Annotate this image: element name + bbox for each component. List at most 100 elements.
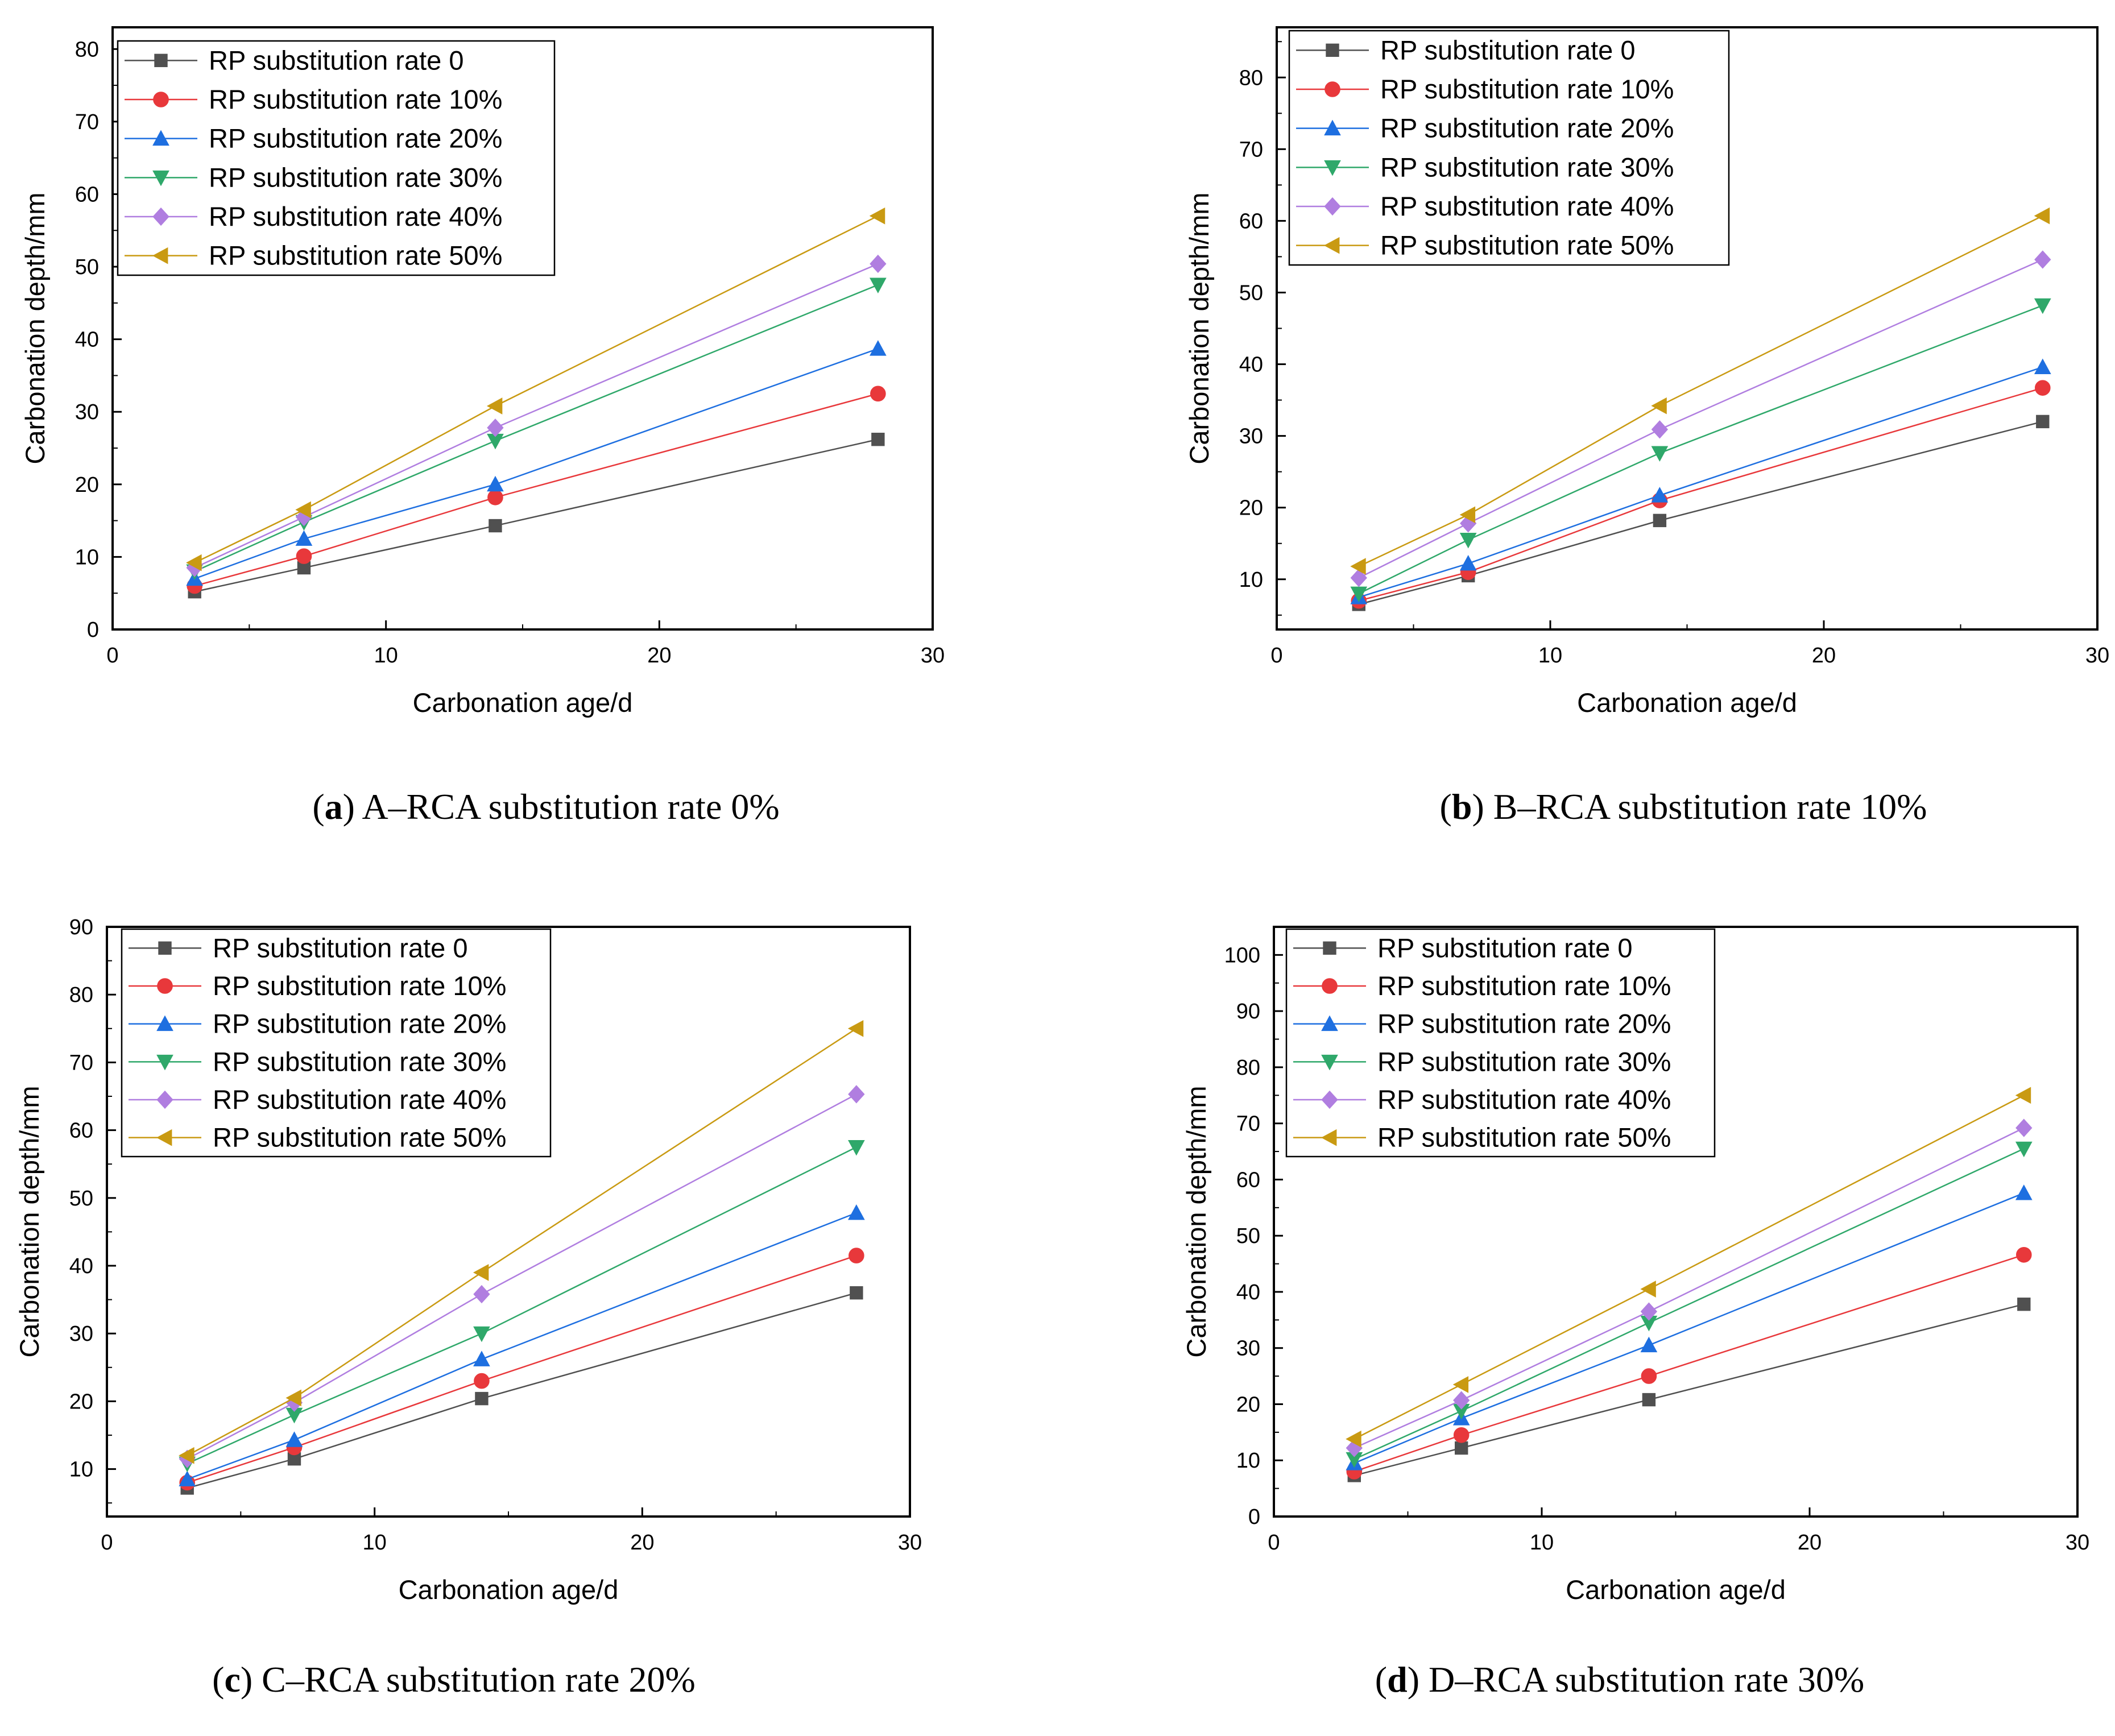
data-point — [2034, 207, 2050, 225]
x-tick-label: 10 — [363, 1531, 387, 1555]
data-point — [285, 1389, 301, 1407]
series-line — [1358, 421, 2043, 606]
x-tick-label: 30 — [898, 1531, 922, 1555]
data-point — [1651, 397, 1667, 415]
data-point — [2015, 1184, 2033, 1200]
legend-marker — [154, 53, 168, 68]
legend-label: RP substitution rate 40% — [1377, 1084, 1671, 1114]
y-tick-label: 40 — [69, 1254, 93, 1278]
x-axis-title: Carbonation age/d — [413, 687, 633, 718]
data-point — [473, 1350, 490, 1366]
y-tick-label: 30 — [1239, 425, 1263, 449]
series-line — [1358, 259, 2043, 579]
data-point — [295, 501, 311, 519]
legend-label: RP substitution rate 30% — [1377, 1046, 1671, 1076]
data-point — [2016, 1246, 2032, 1263]
legend-label: RP substitution rate 30% — [1380, 152, 1674, 182]
y-tick-label: 10 — [1239, 568, 1263, 592]
data-point — [1453, 1391, 1470, 1410]
legend-marker — [1326, 43, 1339, 57]
series-line — [194, 284, 879, 573]
panel-caption: (d) D–RCA substitution rate 30% — [1375, 1659, 1864, 1700]
data-point — [489, 519, 502, 533]
legend-label: RP substitution rate 20% — [1380, 113, 1674, 143]
data-point — [2034, 250, 2051, 269]
data-point — [2035, 380, 2051, 396]
data-point — [850, 1286, 863, 1300]
legend-label: RP substitution rate 50% — [1380, 230, 1674, 260]
series-line — [187, 1027, 857, 1456]
y-tick-label: 90 — [1236, 1000, 1260, 1024]
legend-label: RP substitution rate 40% — [209, 201, 502, 231]
data-point — [1350, 569, 1367, 587]
data-point — [848, 1204, 865, 1220]
series-line — [187, 1146, 857, 1465]
legend-marker — [152, 247, 168, 264]
y-axis-title: Carbonation depth/mm — [1181, 1085, 1211, 1357]
series-line — [1354, 1192, 2025, 1464]
x-tick-label: 0 — [106, 644, 118, 668]
legend-label: RP substitution rate 50% — [209, 241, 502, 271]
data-point — [487, 475, 504, 492]
data-point — [1452, 1376, 1469, 1393]
y-tick-label: 90 — [69, 915, 93, 939]
legend-marker — [1321, 1129, 1337, 1146]
data-point — [1651, 446, 1669, 462]
legend-label: RP substitution rate 30% — [209, 162, 502, 192]
legend-label: RP substitution rate 10% — [1380, 74, 1674, 104]
legend-box — [1288, 30, 1730, 266]
y-tick-label: 30 — [1236, 1337, 1260, 1361]
series-line — [1358, 366, 2043, 598]
legend-label: RP substitution rate 50% — [213, 1122, 506, 1153]
y-tick-label: 20 — [1239, 496, 1263, 520]
data-point — [870, 254, 887, 274]
data-point — [186, 554, 202, 571]
legend-label: RP substitution rate 10% — [1377, 971, 1671, 1001]
y-tick-label: 80 — [69, 983, 93, 1007]
y-tick-label: 70 — [1236, 1112, 1260, 1136]
y-tick-label: 60 — [1236, 1168, 1260, 1192]
data-point — [473, 1326, 490, 1343]
y-tick-label: 30 — [69, 1322, 93, 1346]
series-line — [187, 1212, 857, 1480]
legend-box — [117, 40, 556, 276]
legend-marker — [152, 130, 169, 146]
data-point — [1653, 513, 1667, 528]
series-line — [187, 1254, 857, 1484]
y-tick-label: 60 — [1239, 209, 1263, 233]
y-tick-label: 100 — [1224, 943, 1260, 967]
series-line — [1354, 1254, 2025, 1473]
x-tick-label: 0 — [1270, 644, 1282, 668]
x-tick-label: 10 — [1538, 644, 1562, 668]
y-tick-label: 50 — [69, 1187, 93, 1211]
legend-marker — [1325, 81, 1340, 97]
data-point — [2036, 415, 2050, 429]
legend-marker — [156, 1054, 173, 1071]
data-point — [871, 433, 885, 446]
x-tick-label: 20 — [1812, 644, 1836, 668]
y-tick-label: 50 — [75, 255, 99, 279]
chart-panel-c: 0 10 20 30 10 20 30 40 50 60 70 80 90 Carbonation age… — [14, 915, 922, 1700]
chart-panel-d: 0 10 20 30 0 10 20 30 40 50 60 70 80 90 100 Carbonation… — [1181, 926, 2089, 1700]
y-tick-label: 70 — [69, 1051, 93, 1075]
y-axis-title: Carbonation depth/mm — [20, 192, 50, 464]
data-point — [2034, 298, 2051, 314]
y-tick-label: 80 — [75, 38, 99, 61]
y-tick-label: 60 — [69, 1119, 93, 1143]
x-tick-label: 30 — [2085, 644, 2109, 668]
series-line — [1358, 215, 2043, 567]
x-axis-title: Carbonation age/d — [1566, 1575, 1786, 1605]
legend-box — [1285, 928, 1716, 1158]
legend-label: RP substitution rate 0 — [213, 933, 468, 963]
x-tick-label: 30 — [921, 644, 945, 668]
data-point — [486, 397, 503, 415]
series-line — [1358, 387, 2043, 602]
data-point — [847, 1020, 864, 1037]
y-tick-label: 40 — [75, 328, 99, 352]
series-line — [1354, 1095, 2025, 1440]
y-axis-title: Carbonation depth/mm — [1184, 192, 1214, 464]
y-axis-title: Carbonation depth/mm — [14, 1085, 44, 1357]
data-point — [474, 1373, 490, 1389]
data-point — [179, 1470, 196, 1486]
series-line — [194, 438, 879, 593]
